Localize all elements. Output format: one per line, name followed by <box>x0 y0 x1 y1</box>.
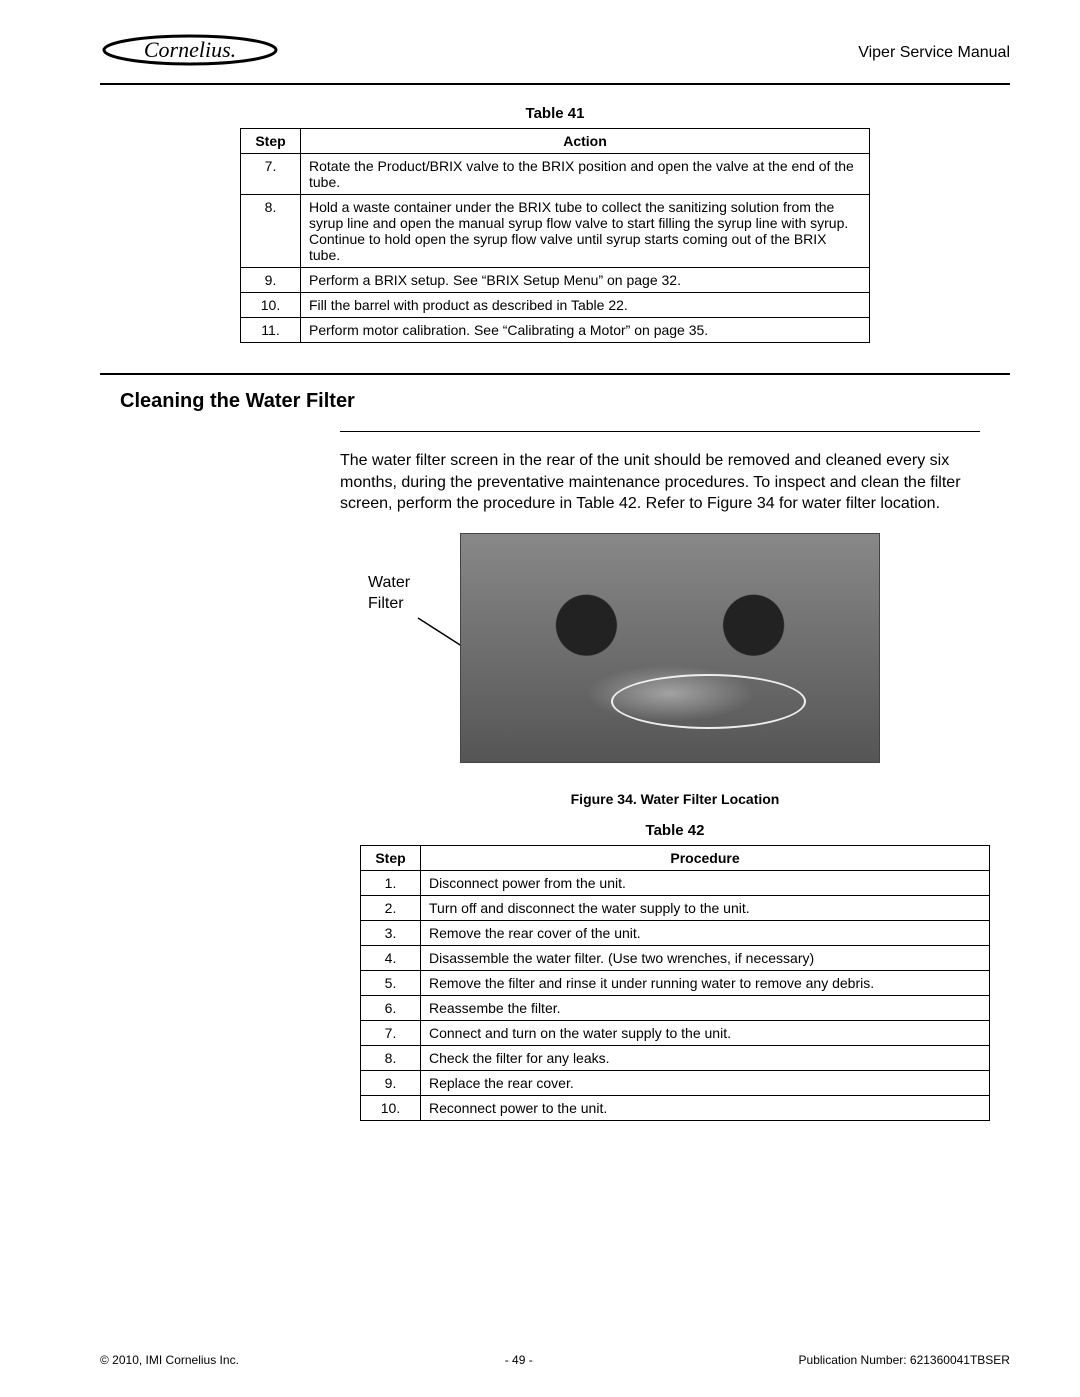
section-paragraph: The water filter screen in the rear of t… <box>340 450 1010 515</box>
table-row: 10. Fill the barrel with product as desc… <box>241 293 870 318</box>
cell-action: Fill the barrel with product as describe… <box>301 293 870 318</box>
table-row: 1. Disconnect power from the unit. <box>361 870 990 895</box>
cell-step: 2. <box>361 895 421 920</box>
table42-col-step: Step <box>361 845 421 870</box>
table-row: 8. Check the filter for any leaks. <box>361 1045 990 1070</box>
table-row: 9. Perform a BRIX setup. See “BRIX Setup… <box>241 268 870 293</box>
table41-wrap: Table 41 Step Action 7. Rotate the Produ… <box>100 105 1010 343</box>
callout-line2: Filter <box>368 595 404 612</box>
document-title: Viper Service Manual <box>858 44 1010 62</box>
table41: Step Action 7. Rotate the Product/BRIX v… <box>240 128 870 343</box>
cell-step: 4. <box>361 945 421 970</box>
table42: Step Procedure 1. Disconnect power from … <box>360 845 990 1121</box>
cell-proc: Turn off and disconnect the water supply… <box>421 895 990 920</box>
table41-caption: Table 41 <box>100 105 1010 122</box>
cell-step: 11. <box>241 318 301 343</box>
footer-copyright: © 2010, IMI Cornelius Inc. <box>100 1353 239 1367</box>
cell-step: 10. <box>361 1095 421 1120</box>
cell-step: 8. <box>361 1045 421 1070</box>
brand-logo: Cornelius. <box>100 30 280 75</box>
table-row: 10. Reconnect power to the unit. <box>361 1095 990 1120</box>
figure-image <box>460 533 880 763</box>
cell-action: Rotate the Product/BRIX valve to the BRI… <box>301 154 870 195</box>
cell-step: 9. <box>361 1070 421 1095</box>
table-row: 5. Remove the filter and rinse it under … <box>361 970 990 995</box>
table-row: 2. Turn off and disconnect the water sup… <box>361 895 990 920</box>
cell-proc: Replace the rear cover. <box>421 1070 990 1095</box>
cell-step: 3. <box>361 920 421 945</box>
section-heading: Cleaning the Water Filter <box>120 390 1010 413</box>
table-row: 7. Rotate the Product/BRIX valve to the … <box>241 154 870 195</box>
cell-action: Hold a waste container under the BRIX tu… <box>301 195 870 268</box>
table-row: 9. Replace the rear cover. <box>361 1070 990 1095</box>
table-row: 8. Hold a waste container under the BRIX… <box>241 195 870 268</box>
page: Cornelius. Viper Service Manual Table 41… <box>0 0 1080 1397</box>
table-row: 3. Remove the rear cover of the unit. <box>361 920 990 945</box>
table41-col-action: Action <box>301 129 870 154</box>
cell-proc: Remove the rear cover of the unit. <box>421 920 990 945</box>
section-content: The water filter screen in the rear of t… <box>340 431 1010 1121</box>
cell-proc: Check the filter for any leaks. <box>421 1045 990 1070</box>
table-row: 6. Reassembe the filter. <box>361 995 990 1020</box>
cell-proc: Disassemble the water filter. (Use two w… <box>421 945 990 970</box>
filter-highlight-ellipse <box>611 674 806 729</box>
cell-proc: Connect and turn on the water supply to … <box>421 1020 990 1045</box>
section-divider <box>100 373 1010 375</box>
footer-pub: Publication Number: 621360041TBSER <box>799 1353 1010 1367</box>
table-row: 11. Perform motor calibration. See “Cali… <box>241 318 870 343</box>
cell-proc: Reassembe the filter. <box>421 995 990 1020</box>
cell-proc: Disconnect power from the unit. <box>421 870 990 895</box>
cell-step: 10. <box>241 293 301 318</box>
cell-step: 7. <box>361 1020 421 1045</box>
cell-proc: Remove the filter and rinse it under run… <box>421 970 990 995</box>
page-header: Cornelius. Viper Service Manual <box>100 30 1010 85</box>
figure-callout-label: Water Filter <box>368 573 410 615</box>
cell-action: Perform a BRIX setup. See “BRIX Setup Me… <box>301 268 870 293</box>
footer-page: - 49 - <box>505 1353 533 1367</box>
figure-caption: Figure 34. Water Filter Location <box>340 791 1010 807</box>
table42-caption: Table 42 <box>340 822 1010 839</box>
figure34: Water Filter <box>340 533 1010 783</box>
sub-divider <box>340 431 980 432</box>
cell-step: 7. <box>241 154 301 195</box>
cell-proc: Reconnect power to the unit. <box>421 1095 990 1120</box>
cell-action: Perform motor calibration. See “Calibrat… <box>301 318 870 343</box>
svg-text:Cornelius.: Cornelius. <box>144 37 236 62</box>
table-row: 4. Disassemble the water filter. (Use tw… <box>361 945 990 970</box>
callout-line1: Water <box>368 574 410 591</box>
cell-step: 6. <box>361 995 421 1020</box>
cell-step: 5. <box>361 970 421 995</box>
page-footer: © 2010, IMI Cornelius Inc. - 49 - Public… <box>100 1353 1010 1367</box>
cell-step: 9. <box>241 268 301 293</box>
table-row: 7. Connect and turn on the water supply … <box>361 1020 990 1045</box>
cell-step: 8. <box>241 195 301 268</box>
table41-col-step: Step <box>241 129 301 154</box>
cell-step: 1. <box>361 870 421 895</box>
table42-col-procedure: Procedure <box>421 845 990 870</box>
